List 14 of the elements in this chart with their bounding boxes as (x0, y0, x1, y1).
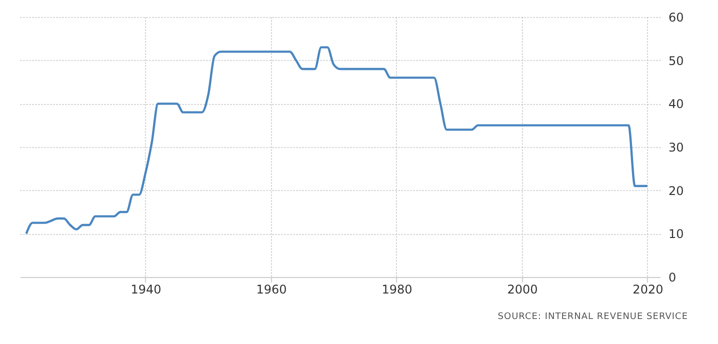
x-tick-label: 2020 (632, 282, 664, 296)
x-tick-label: 1980 (382, 282, 412, 296)
y-tick-label: 10 (668, 227, 684, 242)
y-tick-label: 20 (668, 184, 684, 198)
y-tick-label: 40 (668, 97, 684, 112)
source-note: SOURCE: INTERNAL REVENUE SERVICE (496, 312, 688, 322)
line-series (25, 46, 649, 235)
y-tick-label: 60 (668, 10, 684, 24)
x-tick-label: 2000 (507, 282, 538, 296)
y-tick-label: 50 (668, 54, 684, 68)
y-tick-label: 30 (668, 140, 684, 154)
x-tick-label: 1940 (130, 282, 162, 296)
x-tick-label: 1960 (256, 282, 287, 296)
y-tick-label: 0 (668, 270, 676, 284)
